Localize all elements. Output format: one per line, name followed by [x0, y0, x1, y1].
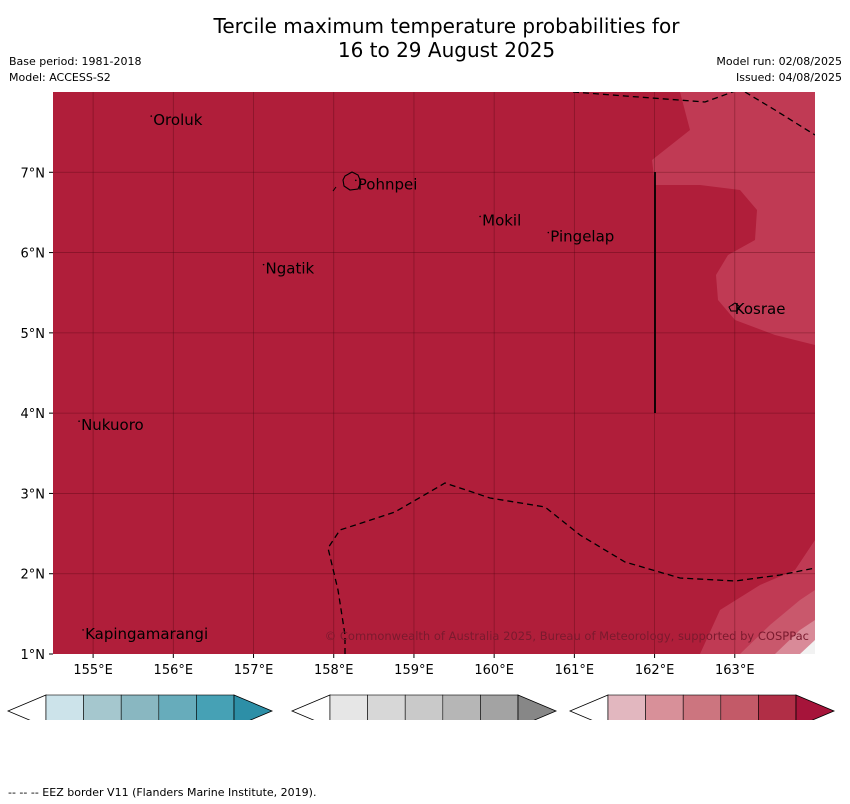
eez-border-north	[572, 92, 735, 103]
colorbar-segment	[367, 694, 406, 720]
below-40-region	[800, 640, 815, 654]
place-label-ngatik: Ngatik	[266, 260, 315, 278]
place-marker	[82, 629, 84, 631]
y-tick-label: 4°N	[21, 407, 46, 422]
eez-footnote: -- -- -- EEZ border V11 (Flanders Marine…	[8, 786, 317, 799]
colorbar-segment	[720, 694, 759, 720]
place-marker	[150, 115, 153, 117]
colorbar-segment	[120, 694, 160, 720]
colorbar-segment	[442, 694, 481, 720]
map-plot-area	[53, 92, 815, 654]
colorbar-extend-high	[233, 694, 274, 720]
place-label-pingelap: Pingelap	[550, 228, 614, 246]
colorbar-1	[6, 694, 274, 720]
colorbar-extend-low	[6, 694, 47, 720]
colorbar-extend-high	[517, 694, 558, 720]
x-tick-label: 162°E	[635, 663, 675, 678]
colorbar-segment	[329, 694, 368, 720]
colorbar-extend-low	[290, 694, 331, 720]
colorbar-segment	[758, 694, 797, 720]
pohnpei-island-outline	[342, 171, 362, 191]
place-marker	[78, 420, 80, 422]
colorbar-extend-high	[795, 694, 836, 720]
issued-date: Issued: 04/08/2025	[735, 71, 842, 84]
colorbar-3	[568, 694, 836, 720]
y-tick-label: 6°N	[21, 247, 46, 262]
colorbar-extend-low	[568, 694, 609, 720]
place-marker	[479, 215, 481, 218]
y-tick-label: 5°N	[21, 327, 46, 342]
x-tick-label: 160°E	[474, 663, 514, 678]
place-label-oroluk: Oroluk	[153, 111, 202, 129]
x-tick-label: 161°E	[555, 663, 595, 678]
colorbar-segment	[404, 694, 444, 720]
base-period: Base period: 1981-2018	[9, 55, 142, 68]
place-label-pohnpei: Pohnpei	[358, 175, 418, 193]
x-tick-label: 155°E	[73, 663, 113, 678]
colorbar-segment	[645, 694, 684, 720]
x-tick-label: 157°E	[234, 663, 274, 678]
x-tick-label: 163°E	[715, 663, 755, 678]
title-line-1: Tercile maximum temperature probabilitie…	[213, 14, 680, 38]
above-normal-50-60-region	[775, 620, 815, 654]
model-run: Model run: 02/08/2025	[716, 55, 842, 68]
title-line-2: 16 to 29 August 2025	[337, 38, 556, 62]
copyright-notice: © Commonwealth of Australia 2025, Bureau…	[325, 629, 809, 643]
y-tick-label: 3°N	[21, 487, 46, 502]
pohnpei-islet	[332, 186, 337, 192]
y-tick-label: 7°N	[21, 166, 46, 181]
colorbar-segment	[158, 694, 197, 720]
colorbar-segment	[607, 694, 646, 720]
colorbar-segment	[196, 694, 235, 720]
place-marker	[355, 179, 357, 182]
eez-border-northeast	[744, 92, 815, 136]
above-normal-70-80-region	[652, 92, 815, 345]
eez-border-south	[327, 482, 815, 654]
chart-title: Tercile maximum temperature probabilitie…	[0, 14, 850, 62]
above-normal-80-90-region	[53, 92, 815, 654]
colorbar-2	[290, 694, 558, 720]
x-tick-label: 159°E	[394, 663, 434, 678]
colorbar-segment	[45, 694, 84, 720]
probability-map: Oroluk Pohnpei Mokil Pingelap Ngatik Kosrae Nu…	[6, 92, 836, 720]
place-marker	[262, 263, 265, 266]
place-label-kosrae: Kosrae	[735, 300, 786, 318]
x-tick-label: 156°E	[154, 663, 194, 678]
kosrae-island-outline	[728, 302, 741, 312]
place-label-mokil: Mokil	[482, 211, 521, 229]
x-tick-label: 158°E	[314, 663, 354, 678]
model-name: Model: ACCESS-S2	[9, 71, 111, 84]
y-tick-label: 1°N	[21, 648, 46, 663]
place-marker	[731, 303, 734, 306]
y-tick-label: 2°N	[21, 568, 46, 583]
colorbar-segment	[83, 694, 122, 720]
colorbar-segment	[480, 694, 519, 720]
place-marker	[547, 231, 550, 234]
colorbar-segment	[682, 694, 722, 720]
place-label-nukuoro: Nukuoro	[81, 416, 144, 434]
place-label-kapingamarangi: Kapingamarangi	[85, 625, 208, 643]
